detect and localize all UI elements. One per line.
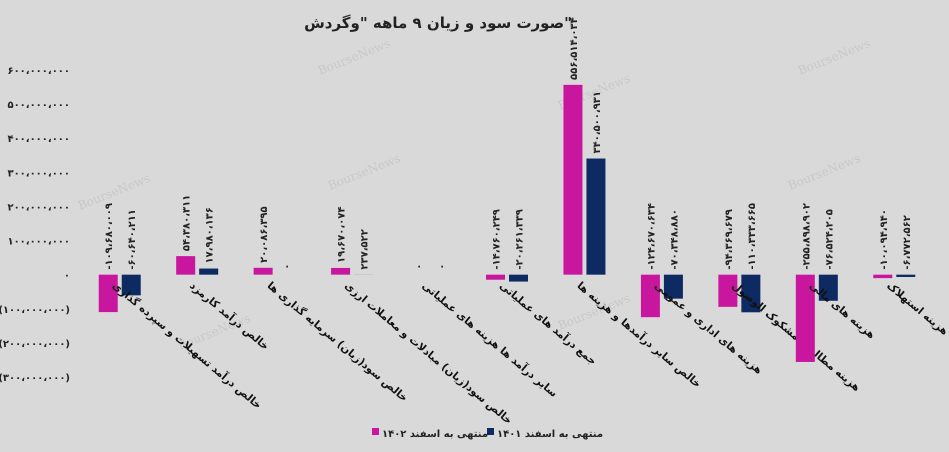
data-label: -۲۵۵،۸۹۸،۹۰۲ [801, 203, 812, 270]
data-label: ۱۷،۹۸۰،۱۳۶ [205, 207, 216, 263]
watermark: BourseNews [316, 36, 392, 78]
data-label: ۲۳۷،۵۲۲ [360, 229, 371, 269]
watermark: BourseNews [326, 151, 402, 193]
legend-label: منتهی به اسفند ۱۴۰۱ [497, 429, 603, 440]
bar [586, 158, 606, 275]
data-label: ۵۴،۳۸۰،۳۱۱ [182, 195, 193, 251]
data-label: -۹۴،۳۶۹،۶۷۹ [724, 209, 735, 270]
bar [873, 274, 893, 279]
bar [563, 84, 583, 275]
chart-title: صورت سود و زیان ۹ ماهه "وگردش" [304, 14, 572, 32]
bar [199, 268, 219, 275]
bar [176, 256, 196, 275]
data-label: -۱۴،۷۶۰،۲۴۹ [492, 209, 503, 270]
bar [896, 274, 916, 277]
bar [98, 274, 118, 313]
data-label: -۶۰،۶۴۰،۲۱۱ [127, 209, 138, 270]
y-tick-label: ۳۰۰،۰۰۰،۰۰۰ [7, 168, 70, 179]
bar [795, 274, 815, 362]
data-label: ۵۵۶،۵۱۴،۰۳۴ [569, 17, 580, 80]
bar [718, 274, 738, 307]
y-tick-label: (۳۰۰،۰۰۰،۰۰۰) [0, 373, 70, 384]
data-label: -۶،۷۷۲،۵۶۲ [902, 215, 913, 269]
data-label: -۱۲۴،۶۷۰،۶۳۴ [646, 203, 657, 270]
x-tick-label: خالص سود(زیان) سرمایه گذاری ها [265, 279, 411, 404]
bar [663, 274, 683, 299]
data-label: -۲۰،۲۶۱،۳۳۹ [515, 209, 526, 270]
bar [121, 274, 141, 296]
data-label: -۷۰،۳۴۸،۸۸۰ [669, 209, 680, 270]
data-label: ۳۴۰،۵۰۰،۹۳۱ [592, 91, 603, 154]
data-label: ۱۹،۶۷۰،۰۷۴ [337, 207, 348, 263]
data-label: ۲۰،۰۸۶،۳۹۵ [259, 206, 270, 262]
x-tick-label: هزینه های مالی [807, 280, 877, 342]
bar [253, 267, 273, 275]
watermark: BourseNews [786, 151, 862, 193]
legend-label: منتهی به اسفند ۱۴۰۲ [382, 429, 488, 440]
y-tick-label: (۲۰۰،۰۰۰،۰۰۰) [0, 339, 70, 350]
data-label: -۱۱۰،۳۳۳،۶۶۵ [747, 203, 758, 270]
y-tick-label: ۴۰۰،۰۰۰،۰۰۰ [7, 134, 70, 145]
legend-swatch [487, 428, 494, 435]
data-label: ۰ [282, 264, 293, 270]
x-tick-label: سایر درآمد ها هزینه های عملیاتی [420, 279, 560, 400]
bar [741, 274, 761, 313]
data-label: ۰ [437, 264, 448, 270]
y-tick-label: ۲۰۰،۰۰۰،۰۰۰ [7, 202, 70, 213]
y-tick-label: ۱۰۰،۰۰۰،۰۰۰ [7, 237, 70, 248]
bar [331, 267, 351, 275]
data-label: ۰ [414, 264, 425, 270]
x-tick-label: خالص سایر درآمدها و هزینه ها [575, 279, 704, 390]
x-tick-label: هزینه استهلاک [884, 280, 949, 338]
y-tick-label: ۰ [64, 271, 70, 282]
y-tick-label: ۵۰۰،۰۰۰،۰۰۰ [7, 100, 70, 111]
y-tick-label: ۶۰۰،۰۰۰،۰۰۰ [7, 66, 70, 77]
data-label: -۱۰۹،۶۸۰،۰۰۹ [104, 203, 115, 270]
y-tick-label: (۱۰۰،۰۰۰،۰۰۰) [0, 305, 70, 316]
data-label: -۱۰،۰۹۴،۹۴۰ [879, 209, 890, 270]
bar [640, 274, 660, 318]
bar [818, 274, 838, 301]
watermark: BourseNews [796, 36, 872, 78]
bar [486, 274, 505, 280]
legend-swatch [372, 428, 379, 435]
bar [509, 274, 528, 282]
x-tick-label: خالص درآمد تسهیلات و سپرده گذاری [110, 279, 264, 412]
x-tick-label: خالص سود(زیان) مبادلات و معاملات ارزی [342, 280, 514, 427]
data-label: -۷۶،۵۲۴،۲۰۵ [824, 209, 835, 270]
